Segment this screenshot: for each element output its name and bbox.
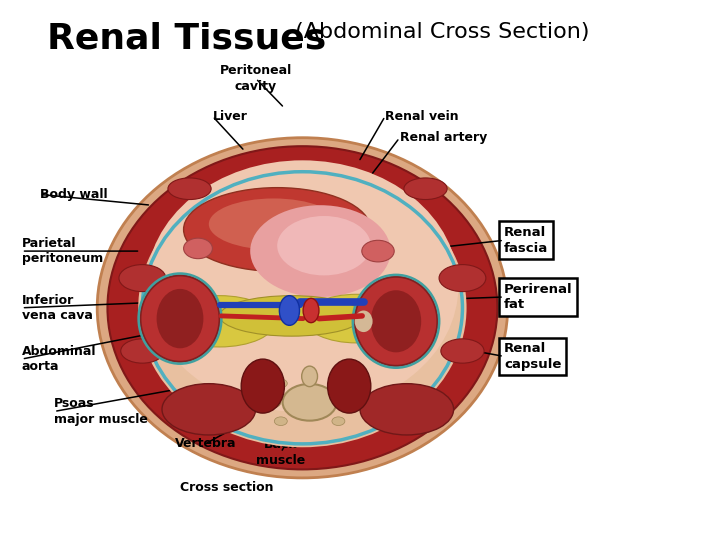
Ellipse shape [283,384,337,421]
Ellipse shape [404,178,447,200]
Text: Inferior
vena cava: Inferior vena cava [22,294,92,322]
Text: Renal
capsule: Renal capsule [504,342,562,370]
Ellipse shape [355,276,438,366]
Ellipse shape [138,168,467,447]
Ellipse shape [146,160,459,412]
Ellipse shape [302,366,318,387]
Text: Abdominal
aorta: Abdominal aorta [22,345,96,373]
Text: Back
muscle: Back muscle [256,438,305,467]
Ellipse shape [184,187,371,271]
Ellipse shape [97,138,508,478]
Text: Cross section: Cross section [180,481,274,494]
Ellipse shape [439,265,486,292]
Ellipse shape [220,296,364,336]
Ellipse shape [332,417,345,426]
Text: (Abdominal Cross Section): (Abdominal Cross Section) [288,22,590,42]
Ellipse shape [184,238,212,259]
Ellipse shape [241,359,284,413]
Ellipse shape [119,265,166,292]
Ellipse shape [328,359,371,413]
Ellipse shape [371,291,421,353]
Ellipse shape [303,298,319,322]
Ellipse shape [441,339,484,363]
Ellipse shape [277,216,371,275]
Text: Renal
fascia: Renal fascia [504,226,548,254]
Ellipse shape [107,146,498,469]
Ellipse shape [362,240,395,262]
Text: Renal vein: Renal vein [385,110,459,123]
Ellipse shape [259,396,281,408]
Ellipse shape [251,205,390,297]
Text: Body wall: Body wall [40,188,107,201]
Text: Peritoneal
cavity: Peritoneal cavity [220,64,292,92]
Ellipse shape [360,383,454,435]
Ellipse shape [274,417,287,426]
Text: Kidney: Kidney [338,409,387,422]
Ellipse shape [355,310,373,332]
Ellipse shape [332,379,345,388]
Text: Perirenal
fat: Perirenal fat [504,283,572,311]
Ellipse shape [209,199,338,249]
Text: Parietal
peritoneum: Parietal peritoneum [22,237,103,265]
Ellipse shape [162,383,256,435]
Ellipse shape [168,178,211,200]
Text: Renal artery: Renal artery [400,131,487,144]
Ellipse shape [140,275,220,362]
Text: Psoas
major muscle: Psoas major muscle [54,397,148,426]
Ellipse shape [164,296,275,347]
Text: Liver: Liver [212,110,247,123]
Ellipse shape [121,339,164,363]
Text: Vertebra: Vertebra [174,437,236,450]
Ellipse shape [274,379,287,388]
Text: Renal Tissues: Renal Tissues [47,22,326,56]
Ellipse shape [156,289,203,348]
Ellipse shape [279,295,300,325]
Ellipse shape [304,294,409,343]
Ellipse shape [338,396,360,408]
